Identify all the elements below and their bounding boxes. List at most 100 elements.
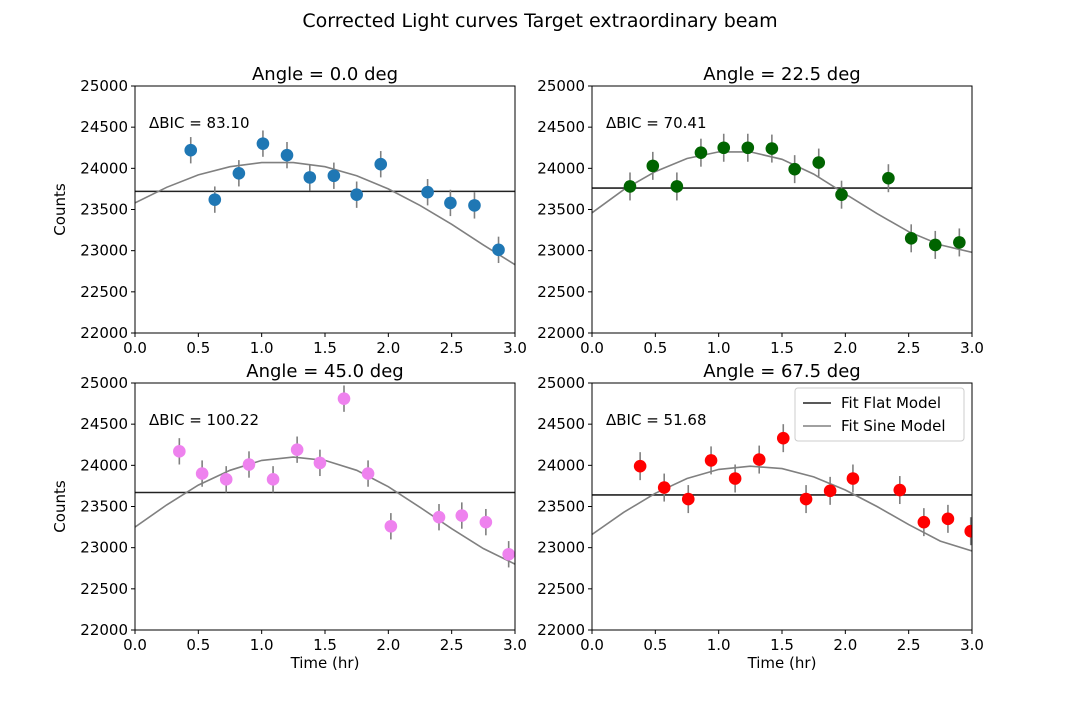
x-tick-label: 2.5 — [897, 339, 921, 357]
y-tick-label: 22000 — [80, 324, 128, 342]
y-tick-label: 23000 — [537, 539, 585, 557]
y-tick-label: 23000 — [80, 242, 128, 260]
figure-title: Corrected Light curves Target extraordin… — [302, 10, 778, 32]
plot-area — [592, 424, 972, 552]
x-tick-label: 2.5 — [897, 636, 921, 654]
x-tick-label: 3.0 — [960, 339, 984, 357]
y-tick-label: 25000 — [80, 77, 128, 95]
data-point — [646, 159, 660, 173]
y-tick-label: 22500 — [537, 283, 585, 301]
x-tick-label: 3.0 — [503, 636, 527, 654]
panel-1 — [131, 85, 516, 337]
y-tick-label: 23500 — [80, 201, 128, 219]
data-point — [184, 143, 198, 157]
x-tick-label: 0.0 — [580, 636, 604, 654]
x-axis-label: Time (hr) — [290, 654, 360, 672]
data-point — [812, 156, 826, 169]
data-point — [173, 445, 186, 458]
x-tick-label: 1.5 — [770, 339, 794, 357]
data-point — [421, 185, 434, 199]
data-point — [468, 199, 481, 212]
x-tick-label: 2.0 — [376, 339, 400, 357]
data-point — [313, 456, 327, 470]
sine-model-curve — [592, 465, 972, 552]
data-point — [917, 515, 931, 529]
data-point — [657, 481, 671, 494]
legend: Fit Flat Model Fit Sine Model — [794, 387, 965, 442]
x-tick-label: 1.0 — [250, 339, 274, 357]
data-point — [492, 243, 505, 257]
x-tick-label: 0.0 — [123, 636, 147, 654]
y-tick-label: 22500 — [80, 580, 128, 598]
panel-title: Angle = 45.0 deg — [246, 361, 403, 382]
x-tick-label: 2.0 — [833, 636, 857, 654]
data-point — [670, 180, 684, 193]
delta-bic-annotation: ΔBIC = 83.10 — [149, 114, 250, 132]
data-point — [704, 454, 718, 467]
data-point — [765, 142, 779, 155]
data-point — [681, 492, 695, 506]
data-point — [846, 472, 860, 485]
x-tick-label: 3.0 — [960, 636, 984, 654]
x-tick-label: 0.5 — [186, 339, 210, 357]
legend-sine-label: Fit Sine Model — [841, 417, 946, 435]
y-tick-label: 25000 — [537, 77, 585, 95]
y-tick-label: 22000 — [537, 324, 585, 342]
x-tick-label: 0.5 — [643, 339, 667, 357]
panel-3 — [131, 382, 516, 634]
data-point — [256, 137, 270, 150]
delta-bic-annotation: ΔBIC = 100.22 — [149, 411, 259, 429]
data-point — [374, 157, 388, 171]
data-point — [361, 467, 375, 480]
data-point — [904, 232, 918, 245]
x-tick-label: 2.5 — [440, 636, 464, 654]
x-tick-label: 2.0 — [376, 636, 400, 654]
x-tick-label: 0.5 — [643, 636, 667, 654]
y-tick-label: 23500 — [537, 498, 585, 516]
data-point — [444, 196, 457, 210]
y-axis-label: Counts — [51, 480, 69, 533]
data-point — [337, 392, 351, 405]
panel-title: Angle = 67.5 deg — [703, 361, 860, 382]
data-point — [776, 431, 790, 445]
y-tick-label: 23000 — [537, 242, 585, 260]
data-point — [384, 519, 398, 533]
data-point — [266, 473, 280, 486]
data-point — [964, 524, 972, 538]
y-tick-label: 24000 — [80, 456, 128, 474]
data-point — [741, 141, 755, 155]
data-point — [242, 458, 256, 471]
y-tick-label: 24000 — [80, 159, 128, 177]
data-point — [232, 166, 246, 180]
y-tick-label: 25000 — [80, 374, 128, 392]
x-tick-label: 0.0 — [580, 339, 604, 357]
data-point — [455, 509, 469, 522]
y-tick-label: 22500 — [80, 283, 128, 301]
data-point — [633, 459, 647, 473]
data-point — [623, 180, 637, 193]
y-axis-label: Counts — [51, 183, 69, 236]
data-point — [752, 453, 766, 466]
y-tick-label: 22000 — [537, 621, 585, 639]
data-point — [195, 467, 209, 480]
panel-2 — [588, 85, 973, 337]
delta-bic-annotation: ΔBIC = 51.68 — [606, 411, 707, 429]
data-point — [882, 171, 895, 185]
data-point — [835, 188, 848, 201]
y-tick-label: 22500 — [537, 580, 585, 598]
x-tick-label: 1.5 — [313, 339, 337, 357]
plot-area — [135, 385, 515, 568]
data-point — [823, 484, 837, 498]
x-tick-label: 2.5 — [440, 339, 464, 357]
data-point — [502, 547, 515, 561]
data-point — [953, 236, 966, 249]
data-point — [219, 473, 233, 486]
x-tick-label: 1.0 — [250, 636, 274, 654]
data-point — [208, 193, 222, 206]
y-tick-label: 24500 — [80, 415, 128, 433]
data-point — [303, 171, 317, 184]
x-axis-label: Time (hr) — [747, 654, 817, 672]
y-tick-label: 24500 — [537, 415, 585, 433]
data-point — [694, 146, 708, 159]
